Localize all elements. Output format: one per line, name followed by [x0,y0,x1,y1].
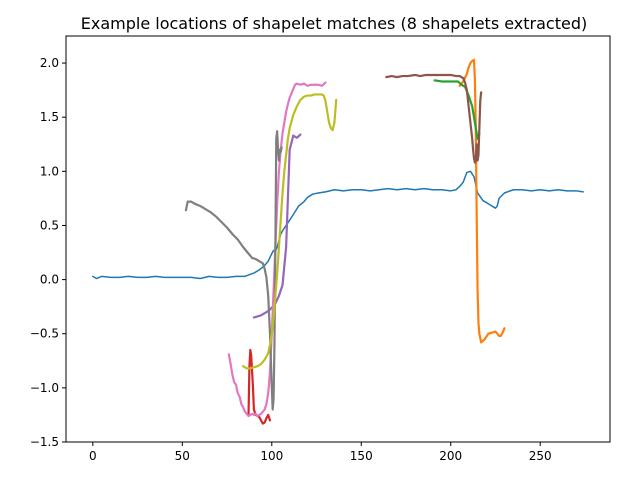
y-tick-label: −1.5 [30,435,59,449]
y-tick-label: 1.0 [40,164,59,178]
y-tick-label: −1.0 [30,381,59,395]
series-layer [92,58,584,425]
series-line-5 [385,73,483,164]
x-tick-label: 250 [529,449,552,463]
x-tick-label: 50 [175,449,190,463]
series-line-0 [92,170,584,280]
series-line-4 [252,133,302,319]
y-axis: −1.5 −1.0 −0.5 0.0 0.5 1.0 1.5 2.0 [30,56,66,449]
x-tick-label: 200 [439,449,462,463]
x-tick-label: 100 [260,449,283,463]
series-line-8 [242,93,338,370]
x-tick-label: 0 [89,449,97,463]
y-tick-label: 0.0 [40,273,59,287]
y-tick-label: −0.5 [30,327,59,341]
y-tick-label: 2.0 [40,56,59,70]
series-line-1 [458,58,506,344]
y-tick-label: 1.5 [40,110,59,124]
chart-title: Example locations of shapelet matches (8… [81,14,587,33]
y-tick-label: 0.5 [40,218,59,232]
series-line-7 [184,130,283,411]
series-line-6 [227,81,327,418]
x-tick-label: 150 [350,449,373,463]
x-axis: 0 50 100 150 200 250 [89,442,552,463]
plot-area-frame [65,35,611,443]
